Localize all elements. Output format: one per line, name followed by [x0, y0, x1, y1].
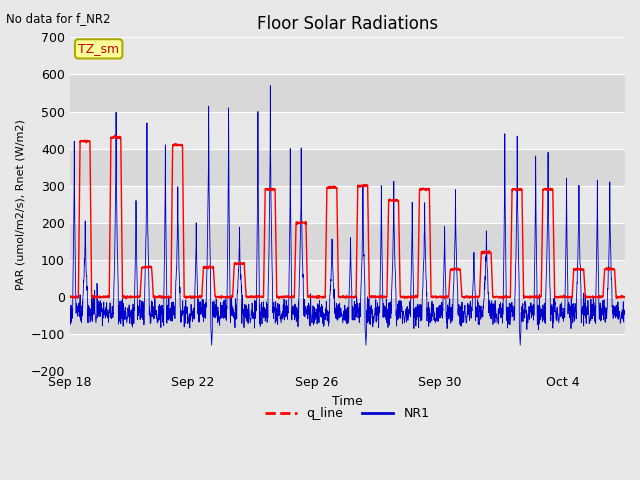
q_line [66, 294, 74, 300]
NR1 [550, 319, 557, 325]
Text: TZ_sm: TZ_sm [78, 42, 119, 55]
Legend: q_line, NR1: q_line, NR1 [260, 402, 435, 425]
NR1 [66, 309, 74, 315]
Bar [70, 186, 625, 223]
q_line [154, 294, 161, 300]
q_line [189, 294, 197, 300]
NR1 [189, 311, 196, 317]
Bar [70, 149, 625, 186]
X-axis label: Time: Time [332, 395, 363, 408]
Title: Floor Solar Radiations: Floor Solar Radiations [257, 15, 438, 33]
q_line [365, 293, 373, 299]
Bar [70, 334, 625, 371]
Line: q_line: q_line [70, 135, 625, 299]
NR1 [268, 237, 275, 243]
q_line [621, 294, 629, 300]
NR1 [266, 83, 274, 89]
Bar [70, 111, 625, 149]
Bar [70, 37, 625, 74]
NR1 [365, 315, 373, 321]
NR1 [153, 313, 161, 319]
NR1 [208, 342, 216, 348]
NR1 [621, 307, 629, 312]
q_line [550, 242, 557, 248]
q_line [122, 296, 130, 301]
Line: NR1: NR1 [70, 86, 625, 345]
Bar [70, 297, 625, 334]
Bar [70, 260, 625, 297]
Bar [70, 223, 625, 260]
NR1 [120, 313, 127, 319]
Y-axis label: PAR (umol/m2/s), Rnet (W/m2): PAR (umol/m2/s), Rnet (W/m2) [15, 119, 25, 289]
Text: No data for f_NR2: No data for f_NR2 [6, 12, 111, 25]
q_line [111, 132, 118, 138]
Bar [70, 74, 625, 111]
q_line [120, 293, 127, 299]
q_line [268, 186, 275, 192]
